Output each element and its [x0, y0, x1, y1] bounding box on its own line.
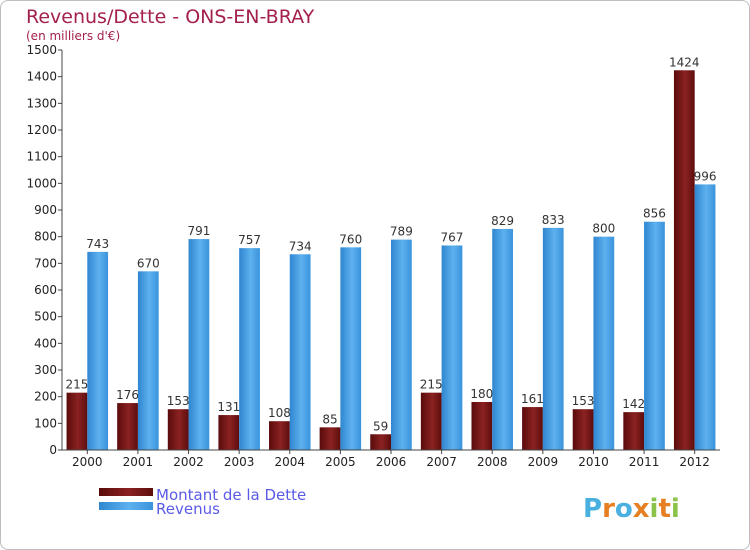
x-tick-label: 2006 [376, 455, 407, 469]
value-label-dette: 176 [116, 388, 139, 402]
x-tick-label: 2009 [528, 455, 559, 469]
x-tick-label: 2011 [629, 455, 660, 469]
bar-dette [623, 412, 645, 450]
bar-dette [572, 409, 594, 450]
x-tick-label: 2005 [325, 455, 356, 469]
bar-revenus [137, 271, 159, 450]
value-label-revenus: 760 [339, 232, 362, 246]
value-label-dette: 1424 [669, 55, 700, 69]
bar-revenus [340, 247, 362, 450]
x-tick-label: 2007 [426, 455, 457, 469]
y-tick-label: 600 [34, 283, 57, 297]
y-tick-label: 0 [49, 443, 57, 457]
value-label-revenus: 833 [542, 213, 565, 227]
y-tick-label: 200 [34, 390, 57, 404]
legend: Montant de la Dette Revenus [99, 486, 306, 518]
proxiti-logo: Proxiti [583, 494, 680, 524]
value-label-dette: 215 [420, 378, 443, 392]
y-tick-label: 1400 [26, 70, 57, 84]
value-label-revenus: 856 [643, 207, 666, 221]
value-label-dette: 108 [268, 406, 291, 420]
legend-swatch-revenus [99, 502, 153, 510]
value-label-revenus: 734 [289, 239, 312, 253]
y-tick-label: 1500 [26, 43, 57, 57]
value-label-dette: 131 [217, 400, 240, 414]
value-label-dette: 85 [322, 412, 337, 426]
value-label-revenus: 791 [187, 224, 210, 238]
y-tick-label: 1100 [26, 150, 57, 164]
x-tick-label: 2012 [679, 455, 710, 469]
value-label-dette: 142 [622, 397, 645, 411]
bar-revenus [87, 251, 109, 450]
value-label-dette: 215 [65, 378, 88, 392]
y-tick-label: 400 [34, 336, 57, 350]
bar-revenus [441, 245, 463, 450]
x-tick-label: 2000 [72, 455, 103, 469]
bar-dette [319, 427, 341, 450]
y-axis: 0 100 200 300 400 500 600 700 800 900 1000 1100 1200… [26, 43, 63, 457]
chart-title: Revenus/Dette - ONS-EN-BRAY [26, 6, 315, 28]
value-label-dette: 180 [470, 387, 493, 401]
x-tick-label: 2001 [123, 455, 154, 469]
value-label-dette: 153 [572, 394, 595, 408]
value-label-revenus: 800 [592, 222, 615, 236]
bar-dette [370, 434, 391, 450]
x-tick-label: 2008 [477, 455, 508, 469]
value-label-dette: 161 [521, 392, 544, 406]
y-tick-label: 1300 [26, 96, 57, 110]
y-tick-label: 1000 [26, 176, 57, 190]
bar-dette [218, 415, 240, 450]
bar-revenus [593, 236, 615, 450]
bar-dette [167, 409, 189, 450]
x-tick-label: 2004 [274, 455, 305, 469]
y-tick-label: 300 [34, 363, 57, 377]
bar-dette [522, 407, 543, 450]
bar-dette [673, 70, 695, 451]
bar-dette [117, 403, 138, 450]
x-tick-label: 2002 [173, 455, 204, 469]
x-tick-label: 2003 [224, 455, 255, 469]
y-tick-label: 100 [34, 416, 57, 430]
bar-revenus [644, 221, 665, 450]
value-label-dette: 59 [373, 419, 388, 433]
y-tick-label: 1200 [26, 123, 57, 137]
y-tick-label: 700 [34, 256, 57, 270]
bar-revenus [391, 239, 412, 450]
value-label-revenus: 789 [390, 225, 413, 239]
y-tick-label: 500 [34, 310, 57, 324]
legend-swatch-debt [99, 488, 153, 496]
bar-revenus [289, 254, 311, 450]
x-tick-label: 2010 [578, 455, 609, 469]
value-label-revenus: 757 [238, 233, 261, 247]
x-axis: 2000 2001 2002 2003 2004 2005 2006 2007 2008 2009… [62, 449, 720, 469]
value-label-revenus: 670 [137, 256, 160, 270]
bar-revenus [694, 184, 716, 450]
bar-revenus [239, 248, 260, 450]
legend-label-debt: Montant de la Dette [156, 486, 306, 504]
bar-dette [269, 421, 290, 450]
y-tick-label: 900 [34, 203, 57, 217]
y-tick-label: 800 [34, 230, 57, 244]
bar-dette [420, 392, 442, 450]
value-label-revenus: 829 [491, 214, 514, 228]
bar-revenus [188, 239, 210, 450]
bars: 215 743 176 670 153 791 131 757 108 734 85 760 59 789… [65, 55, 717, 451]
legend-label-revenus: Revenus [156, 500, 220, 518]
bar-revenus [492, 228, 513, 450]
value-label-revenus: 767 [441, 230, 464, 244]
value-label-revenus: 996 [694, 169, 717, 183]
chart-subtitle: (en milliers d'€) [26, 29, 120, 43]
bar-revenus [542, 227, 564, 450]
value-label-dette: 153 [167, 394, 190, 408]
value-label-revenus: 743 [86, 237, 109, 251]
bar-dette [66, 392, 88, 450]
bar-dette [471, 402, 493, 450]
